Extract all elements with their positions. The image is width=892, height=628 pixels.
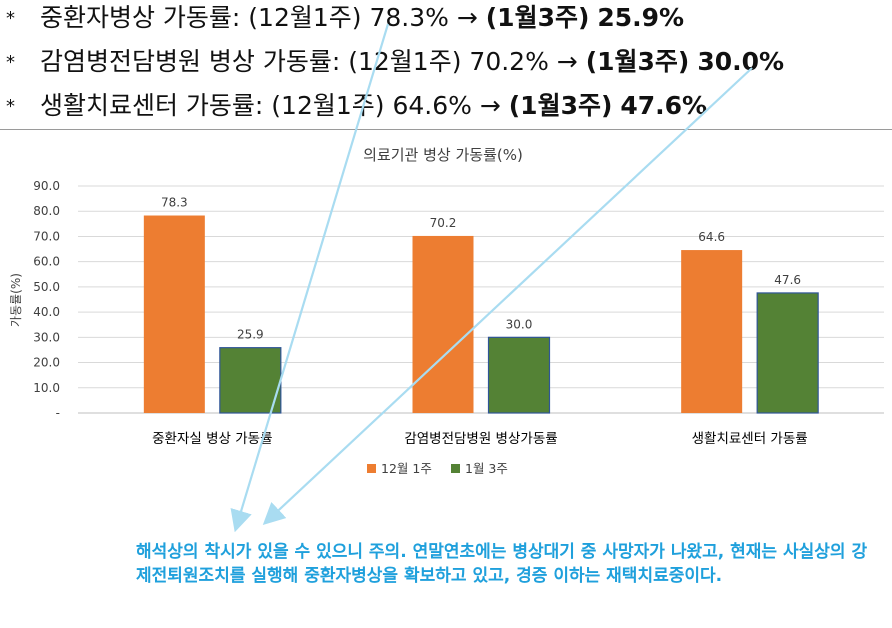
y-tick-label: 90.0 — [33, 179, 60, 193]
x-tick-label: 생활치료센터 가동률 — [692, 431, 808, 447]
y-tick-label: 40.0 — [33, 305, 60, 319]
x-tick-label: 감염병전담병원 병상가동률 — [404, 431, 557, 447]
headline-arrow: → — [556, 47, 578, 76]
headline-to-period: (1월3주) — [585, 47, 690, 76]
headline-label: 감염병전담병원 병상 가동률: — [39, 47, 341, 76]
y-tick-label: 80.0 — [33, 204, 60, 218]
chart-title: 의료기관 병상 가동률(%) — [363, 146, 523, 164]
headline-to-period: (1월3주) — [485, 3, 590, 32]
data-label: 78.3 — [161, 196, 188, 210]
bullet-icon: * — [6, 52, 15, 73]
y-tick-label: 20.0 — [33, 356, 60, 370]
headline-arrow: → — [456, 3, 478, 32]
bar — [143, 215, 205, 413]
data-label: 30.0 — [506, 317, 533, 331]
y-tick-label: 30.0 — [33, 330, 60, 344]
headline-to-value: 47.6% — [620, 91, 708, 120]
headline-arrow: → — [479, 91, 501, 120]
y-axis-label: 가동률(%) — [9, 273, 23, 327]
headline-from-value: 70.2% — [469, 47, 549, 76]
data-label: 25.9 — [237, 328, 264, 342]
headline-from-period: (12월1주) — [248, 3, 362, 32]
headline-to-value: 25.9% — [597, 3, 685, 32]
data-label: 70.2 — [430, 216, 457, 230]
bullet-icon: * — [6, 8, 15, 29]
bar — [681, 250, 743, 413]
y-tick-label: - — [56, 406, 60, 420]
bar — [219, 347, 282, 414]
legend-swatch — [451, 464, 460, 473]
headline-icu: * 중환자병상 가동률: (12월1주) 78.3% → (1월3주) 25.9… — [6, 0, 684, 36]
data-label: 64.6 — [698, 230, 725, 244]
headline-label: 중환자병상 가동률: — [39, 3, 241, 32]
y-tick-label: 70.0 — [33, 229, 60, 243]
legend-label: 1월 3주 — [465, 461, 508, 476]
bar-chart: 의료기관 병상 가동률(%) - 10.0 20.0 30.0 40.0 50.0 60.0 7… — [9, 146, 884, 476]
data-label: 47.6 — [774, 273, 801, 287]
headline-to-value: 30.0% — [697, 47, 785, 76]
bullet-icon: * — [6, 96, 15, 117]
annotation-note: 해석상의 착시가 있을 수 있으니 주의. 연말연초에는 병상대기 중 사망자가… — [136, 542, 868, 586]
headline-infectious-hospital: * 감염병전담병원 병상 가동률: (12월1주) 70.2% → (1월3주)… — [6, 44, 784, 80]
headline-from-period: (12월1주) — [348, 47, 462, 76]
y-tick-label: 10.0 — [33, 381, 60, 395]
headline-label: 생활치료센터 가동률: — [39, 91, 264, 120]
headline-from-value: 64.6% — [392, 91, 472, 120]
headline-to-period: (1월3주) — [508, 91, 613, 120]
bar — [756, 292, 819, 414]
y-tick-label: 60.0 — [33, 255, 60, 269]
headline-treatment-center: * 생활치료센터 가동률: (12월1주) 64.6% → (1월3주) 47.… — [6, 88, 707, 124]
bar — [487, 336, 551, 414]
headline-from-value: 78.3% — [369, 3, 449, 32]
legend-label: 12월 1주 — [381, 461, 432, 476]
legend-swatch — [367, 464, 376, 473]
x-tick-label: 중환자실 병상 가동률 — [152, 431, 272, 447]
bar — [412, 235, 474, 413]
headline-from-period: (12월1주) — [271, 91, 385, 120]
y-tick-label: 50.0 — [33, 280, 60, 294]
